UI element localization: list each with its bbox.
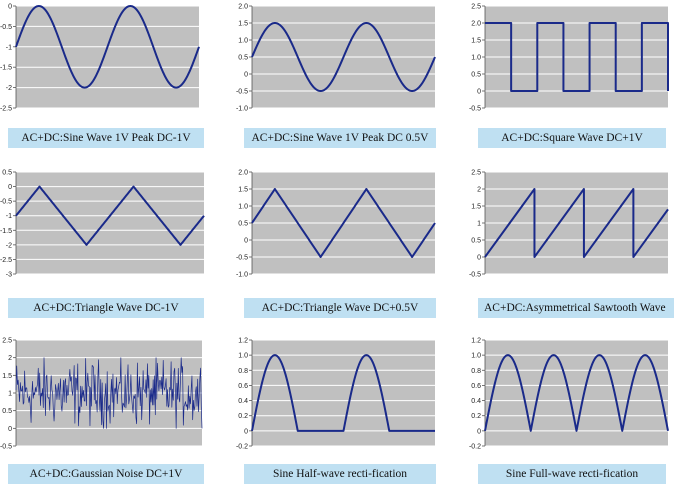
y-tick-label: 0.5	[471, 238, 481, 245]
y-tick-label: -0.5	[469, 272, 481, 279]
series-line	[485, 22, 669, 92]
plot-area	[16, 172, 204, 274]
y-tick-label: -0.2	[469, 444, 481, 451]
series-line	[15, 357, 203, 429]
y-tick-label: 0	[8, 4, 12, 11]
y-tick-label: 0.8	[238, 368, 248, 375]
series-line	[251, 188, 436, 258]
y-tick-label: 0.5	[2, 170, 12, 177]
y-tick-label: -1.0	[236, 272, 248, 279]
y-tick-label: 0.8	[471, 368, 481, 375]
series-line	[251, 22, 436, 92]
y-tick-label: 2	[8, 355, 12, 362]
y-tick-label: 0.2	[471, 413, 481, 420]
y-tick-label: 2.0	[471, 21, 481, 28]
y-tick-label: 0	[8, 184, 12, 191]
y-tick-label: -1.5	[0, 65, 12, 72]
series-line	[251, 354, 436, 432]
y-tick-label: 0.4	[238, 398, 248, 405]
y-tick-label: 1.0	[238, 204, 248, 211]
y-tick-label: -2.5	[0, 257, 12, 264]
y-tick-label: 0.6	[238, 383, 248, 390]
y-tick-label: 2.5	[2, 338, 12, 345]
y-tick-label: -0.5	[236, 89, 248, 96]
y-tick-label: 1.0	[238, 353, 248, 360]
chart-caption: AC+DC:Triangle Wave DC+0.5V	[244, 298, 436, 318]
y-tick-label: -1	[6, 44, 12, 51]
y-tick-label: -0.5	[469, 106, 481, 113]
y-tick-label: 1.5	[238, 21, 248, 28]
chart-caption: AC+DC:Gaussian Noise DC+1V	[8, 464, 204, 484]
plot-area	[16, 6, 199, 108]
y-tick-label: 0	[244, 72, 248, 79]
y-tick-label: 1.2	[471, 338, 481, 345]
y-tick-label: 0.2	[238, 413, 248, 420]
y-tick-label: 0.5	[471, 72, 481, 79]
chart-caption: AC+DC:Sine Wave 1V Peak DC-1V	[8, 128, 204, 148]
y-tick-label: -0.2	[236, 444, 248, 451]
y-tick-label: 0.6	[471, 383, 481, 390]
y-tick-label: 1.5	[471, 38, 481, 45]
y-tick-label: -1.0	[236, 106, 248, 113]
chart-caption: AC+DC:Asymmetrical Sawtooth Wave	[478, 298, 674, 318]
y-tick-label: -2	[6, 242, 12, 249]
y-tick-label: 1.0	[238, 38, 248, 45]
y-tick-label: -0.5	[0, 24, 12, 31]
y-tick-label: -2	[6, 85, 12, 92]
y-tick-label: -1	[6, 213, 12, 220]
y-tick-label: 1.5	[238, 187, 248, 194]
y-tick-label: 1	[477, 221, 481, 228]
y-tick-label: 0	[244, 238, 248, 245]
chart-caption: Sine Full-wave recti-fication	[478, 464, 666, 484]
y-tick-label: 1.5	[2, 373, 12, 380]
y-tick-label: 1	[8, 391, 12, 398]
y-tick-label: -1.5	[0, 228, 12, 235]
y-tick-label: 1.0	[471, 353, 481, 360]
chart-caption: Sine Half-wave recti-fication	[244, 464, 436, 484]
chart-caption: AC+DC:Sine Wave 1V Peak DC 0.5V	[244, 128, 436, 148]
y-tick-label: 1.2	[238, 338, 248, 345]
series-line	[15, 5, 200, 89]
y-tick-label: 0.4	[471, 398, 481, 405]
y-tick-label: 0	[8, 426, 12, 433]
y-tick-label: 0.5	[238, 221, 248, 228]
y-tick-label: 2.5	[471, 170, 481, 177]
y-tick-label: 1.5	[471, 204, 481, 211]
series-line	[484, 354, 669, 432]
y-tick-label: 2.0	[238, 4, 248, 11]
y-tick-label: -3	[6, 272, 12, 279]
y-tick-label: -0.5	[0, 199, 12, 206]
chart-caption: AC+DC:Square Wave DC+1V	[478, 128, 666, 148]
y-tick-label: 0	[477, 255, 481, 262]
y-tick-label: 2.0	[238, 170, 248, 177]
y-tick-label: -2.5	[0, 106, 12, 113]
y-tick-label: 2	[477, 187, 481, 194]
y-tick-label: 2.5	[471, 4, 481, 11]
y-tick-label: 0	[477, 428, 481, 435]
y-tick-label: -0.5	[0, 444, 12, 451]
chart-caption: AC+DC:Triangle Wave DC-1V	[8, 298, 204, 318]
series-line	[484, 188, 669, 258]
y-tick-label: 1.0	[471, 55, 481, 62]
y-tick-label: 0.5	[2, 408, 12, 415]
y-tick-label: 0.5	[238, 55, 248, 62]
series-line	[15, 185, 205, 246]
y-tick-label: 0	[244, 428, 248, 435]
y-tick-label: -0.5	[236, 255, 248, 262]
y-tick-label: 0	[477, 89, 481, 96]
